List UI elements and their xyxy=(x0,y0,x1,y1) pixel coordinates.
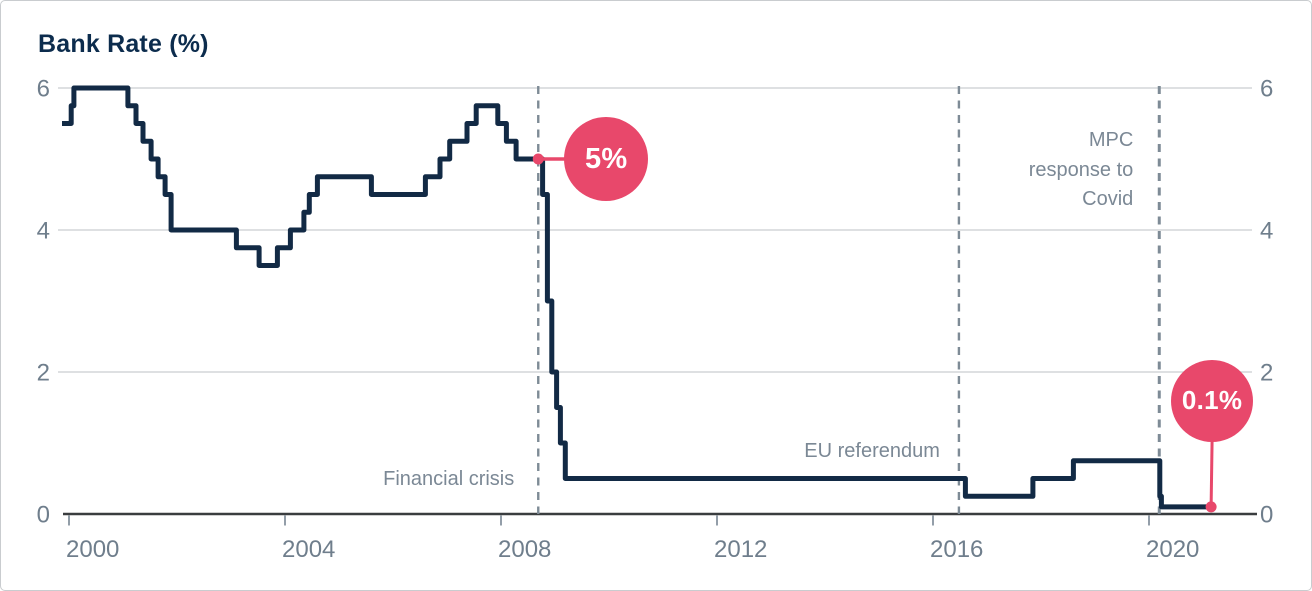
callout-dot xyxy=(1205,501,1217,513)
y-axis-label-right: 0 xyxy=(1260,502,1273,529)
y-axis-label-left: 4 xyxy=(37,218,50,245)
y-axis-label-right: 4 xyxy=(1260,218,1273,245)
callout-badge-5-percent: 5% xyxy=(564,117,649,201)
bank-rate-line xyxy=(62,85,1212,510)
callout-connector xyxy=(1209,439,1214,507)
y-axis-label-left: 2 xyxy=(37,360,50,387)
x-axis-label: 2016 xyxy=(930,536,983,563)
y-axis-label-left: 0 xyxy=(37,502,50,529)
x-axis-label: 2008 xyxy=(498,536,551,563)
callout-badge-0-1-percent: 0.1% xyxy=(1171,359,1254,442)
x-axis-label: 2004 xyxy=(282,536,335,563)
y-axis-label-right: 6 xyxy=(1260,76,1273,103)
annotation-mpc-response-to-covid: MPC response to Covid xyxy=(1028,129,1134,210)
x-axis-label: 2000 xyxy=(66,536,119,563)
x-axis-label: 2012 xyxy=(714,536,767,563)
y-axis-label-left: 6 xyxy=(37,76,50,103)
annotation-eu-referendum: EU referendum xyxy=(804,440,940,462)
x-axis-label: 2020 xyxy=(1146,536,1199,563)
annotation-financial-crisis: Financial crisis xyxy=(383,468,515,490)
chart-title: Bank Rate (%) xyxy=(38,30,209,58)
y-axis-label-right: 2 xyxy=(1260,360,1273,387)
callout-dot xyxy=(532,153,544,165)
